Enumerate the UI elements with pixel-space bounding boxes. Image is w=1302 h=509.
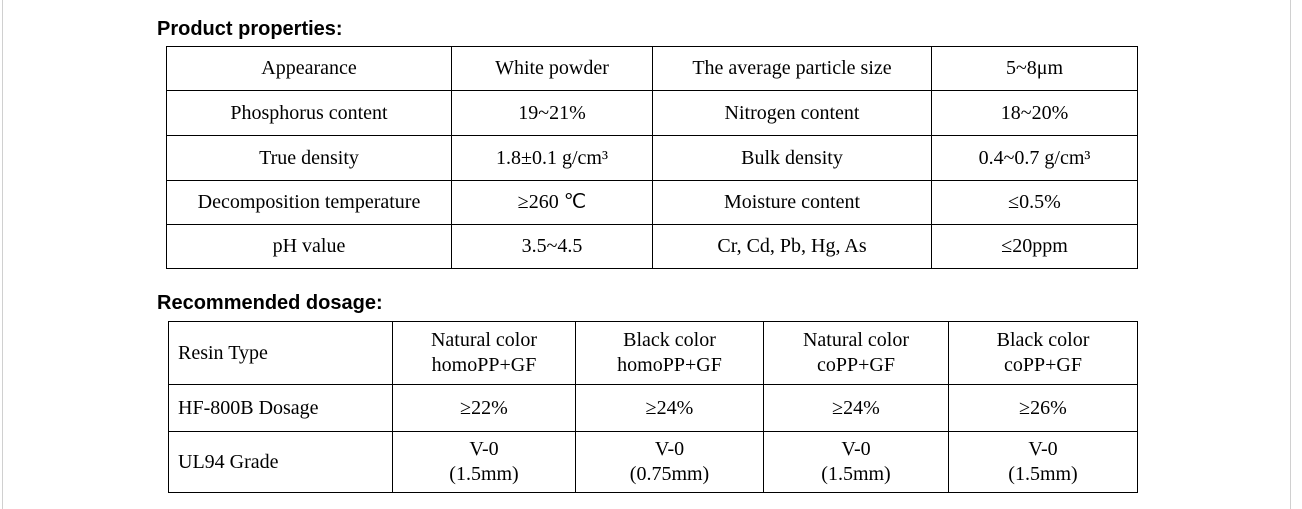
table-row: UL94 Grade V-0 (1.5mm) V-0 (0.75mm) V-0 (1.… [168,431,1138,493]
table-cell: V-0 (0.75mm) [575,431,764,493]
table-cell: 18~20% [931,90,1138,136]
table-row: Decomposition temperature ≥260 ℃ Moisture … [166,180,1138,225]
table-cell: 5~8μm [931,46,1138,91]
table-cell: Black color homoPP+GF [575,321,764,385]
table-cell: True density [166,135,452,181]
table-cell: ≥22% [392,384,576,432]
table-cell: Nitrogen content [652,90,932,136]
table-cell: 1.8±0.1 g/cm³ [451,135,653,181]
table-cell: V-0 (1.5mm) [763,431,949,493]
table-cell: White powder [451,46,653,91]
table-cell: ≤20ppm [931,224,1138,269]
section-title: Product properties: [157,18,343,40]
table-cell: Black color coPP+GF [948,321,1138,385]
table-cell: ≤0.5% [931,180,1138,225]
table-cell: pH value [166,224,452,269]
table-row: Appearance White powder The average partic… [166,46,1138,91]
table-cell: Natural color coPP+GF [763,321,949,385]
table-cell: ≥24% [763,384,949,432]
table-row: Resin Type Natural color homoPP+GF Black c… [168,321,1138,385]
table-cell: The average particle size [652,46,932,91]
table-cell: 19~21% [451,90,653,136]
table-cell: Bulk density [652,135,932,181]
table-cell: Resin Type [168,321,393,385]
page-edge [2,0,3,509]
dosage-table: Resin Type Natural color homoPP+GF Black c… [168,321,1138,493]
table-cell: Natural color homoPP+GF [392,321,576,385]
page-edge [1290,0,1291,509]
table-cell: 0.4~0.7 g/cm³ [931,135,1138,181]
table-cell: HF-800B Dosage [168,384,393,432]
table-row: HF-800B Dosage ≥22% ≥24% ≥24% ≥26% [168,384,1138,432]
table-cell: ≥260 ℃ [451,180,653,225]
table-cell: Cr, Cd, Pb, Hg, As [652,224,932,269]
table-cell: V-0 (1.5mm) [948,431,1138,493]
table-row: Phosphorus content 19~21% Nitrogen content… [166,90,1138,136]
table-cell: ≥24% [575,384,764,432]
section-title: Recommended dosage: [157,292,383,314]
table-row: True density 1.8±0.1 g/cm³ Bulk density 0.4… [166,135,1138,181]
table-row: pH value 3.5~4.5 Cr, Cd, Pb, Hg, As ≤20ppm [166,224,1138,269]
table-cell: Phosphorus content [166,90,452,136]
table-cell: Appearance [166,46,452,91]
table-cell: ≥26% [948,384,1138,432]
table-cell: Moisture content [652,180,932,225]
table-cell: 3.5~4.5 [451,224,653,269]
properties-table: Appearance White powder The average partic… [166,46,1138,269]
table-cell: UL94 Grade [168,431,393,493]
table-cell: Decomposition temperature [166,180,452,225]
table-cell: V-0 (1.5mm) [392,431,576,493]
